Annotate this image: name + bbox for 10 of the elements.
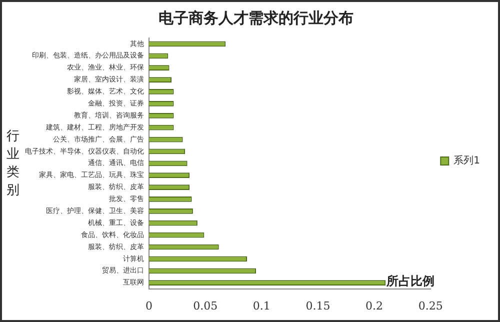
y-axis-title: 行业类别 — [6, 128, 20, 199]
x-tick-label: 0.15 — [306, 299, 330, 312]
x-tick-label: 0 — [146, 299, 152, 312]
x-tick-label: 0.2 — [366, 299, 384, 312]
x-tick-label: 0.05 — [193, 299, 218, 312]
x-tick-label: 0.25 — [418, 299, 443, 312]
x-tick-label: 0.1 — [252, 299, 270, 312]
x-axis-title: 所占比例 — [386, 274, 435, 288]
chart-title: 电子商务人才需求的行业分布 — [158, 8, 354, 27]
legend-label: 系列1 — [454, 154, 480, 167]
